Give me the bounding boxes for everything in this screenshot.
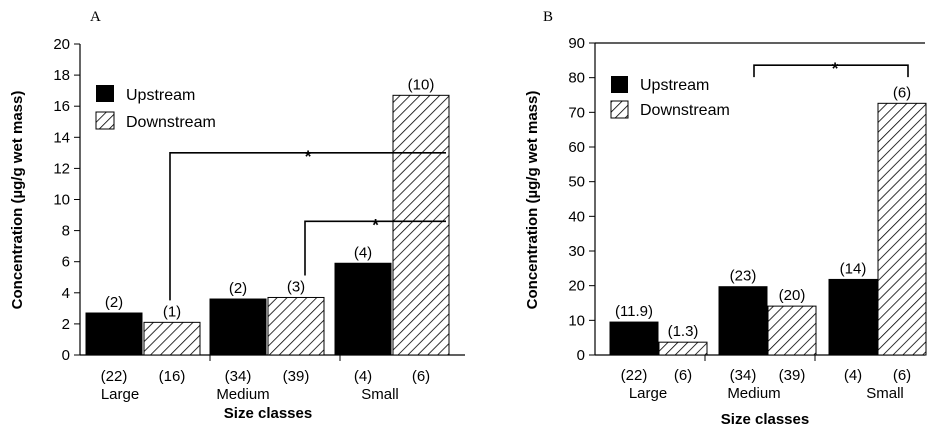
y-axis-title: Concentration (µg/g wet mass)	[524, 91, 541, 310]
base-n-label: (39)	[779, 367, 806, 384]
significance-marker: *	[372, 215, 379, 234]
legend: Upstream Downstream	[610, 76, 730, 119]
bar-upstream-small	[334, 262, 392, 356]
chart-panel-a: A 0 2 4 6 8 10 12 14 16 18 20 (2) (22) (1) (16) Large (…	[9, 9, 465, 422]
bar-n-label: (6)	[893, 84, 911, 101]
y-tick-label: 10	[568, 312, 585, 329]
legend-label-downstream: Downstream	[126, 114, 216, 131]
bar-downstream-medium	[767, 305, 817, 356]
y-tick-label: 0	[62, 347, 70, 364]
y-tick-label: 8	[62, 223, 70, 240]
significance-bracket	[169, 152, 446, 301]
y-tick-label: 6	[62, 254, 70, 271]
significance-marker: *	[305, 147, 312, 166]
y-tick-label: 0	[577, 347, 585, 364]
bar-n-label: (4)	[354, 244, 372, 261]
bar-n-label: (2)	[105, 294, 123, 311]
base-n-label: (34)	[730, 367, 757, 384]
x-category-label: Small	[361, 386, 399, 403]
y-tick-label: 16	[53, 98, 70, 115]
panel-letter-a: A	[90, 9, 101, 25]
bar-n-label: (2)	[229, 280, 247, 297]
y-axis-title: Concentration (µg/g wet mass)	[9, 91, 26, 310]
significance-marker: *	[832, 59, 839, 78]
bar-n-label: (11.9)	[615, 303, 653, 320]
chart-panel-b: B 0 10 20 30 40 50 60 70 80 90 (11.9) (22) (1.3) (6)…	[524, 9, 927, 428]
x-category-label: Medium	[727, 385, 780, 402]
x-axis-title: Size classes	[721, 411, 809, 428]
panel-letter-b: B	[543, 9, 553, 25]
y-tick-label: 2	[62, 316, 70, 333]
y-tick-label: 12	[53, 160, 70, 177]
legend-label-downstream: Downstream	[640, 102, 730, 119]
base-n-label: (4)	[354, 368, 372, 385]
y-tick-label: 4	[62, 285, 70, 302]
y-tick-label: 10	[53, 192, 70, 209]
bar-n-label: (3)	[287, 278, 305, 295]
legend-label-upstream: Upstream	[126, 87, 195, 104]
bar-upstream-medium	[209, 298, 267, 356]
bar-downstream-medium	[267, 296, 325, 356]
bar-upstream-medium	[718, 286, 768, 356]
x-category-label: Medium	[216, 386, 269, 403]
significance-bracket	[753, 64, 909, 78]
y-tick-label: 14	[53, 129, 70, 146]
x-category-label: Small	[866, 385, 904, 402]
bar-n-label: (20)	[779, 287, 806, 304]
base-n-label: (4)	[844, 367, 862, 384]
legend-label-upstream: Upstream	[640, 77, 709, 94]
y-tick-label: 80	[568, 70, 585, 87]
legend-swatch-downstream	[95, 111, 115, 130]
x-category-label: Large	[629, 385, 667, 402]
bar-n-label: (14)	[840, 260, 867, 277]
y-tick-label: 20	[53, 36, 70, 53]
legend: Upstream Downstream	[95, 85, 216, 131]
significance-bracket	[304, 220, 446, 276]
bar-downstream-large	[143, 321, 201, 356]
base-n-label: (39)	[283, 368, 310, 385]
y-tick-label: 60	[568, 139, 585, 156]
base-n-label: (6)	[412, 368, 430, 385]
bar-upstream-small	[828, 278, 878, 356]
legend-swatch-upstream	[611, 76, 628, 93]
base-n-label: (6)	[674, 367, 692, 384]
y-tick-label: 40	[568, 208, 585, 225]
y-tick-label: 30	[568, 243, 585, 260]
base-n-label: (22)	[101, 368, 128, 385]
bar-n-label: (1)	[163, 303, 181, 320]
base-n-label: (6)	[893, 367, 911, 384]
bar-downstream-small	[392, 94, 450, 356]
y-tick-label: 20	[568, 278, 585, 295]
y-tick-label: 90	[568, 35, 585, 52]
legend-swatch-downstream	[610, 100, 629, 119]
x-category-label: Large	[101, 386, 139, 403]
x-axis-title: Size classes	[224, 405, 312, 422]
bar-upstream-large	[85, 312, 143, 356]
bar-n-label: (10)	[408, 76, 435, 93]
bar-downstream-large	[658, 341, 708, 356]
y-tick-label: 50	[568, 174, 585, 191]
legend-swatch-upstream	[96, 85, 114, 102]
y-tick-label: 70	[568, 104, 585, 121]
base-n-label: (16)	[159, 368, 186, 385]
base-n-label: (34)	[225, 368, 252, 385]
bar-n-label: (23)	[730, 268, 757, 285]
base-n-label: (22)	[621, 367, 648, 384]
bar-n-label: (1.3)	[668, 323, 699, 340]
y-tick-label: 18	[53, 67, 70, 84]
bar-upstream-large	[609, 321, 659, 356]
bar-downstream-small	[877, 102, 927, 356]
